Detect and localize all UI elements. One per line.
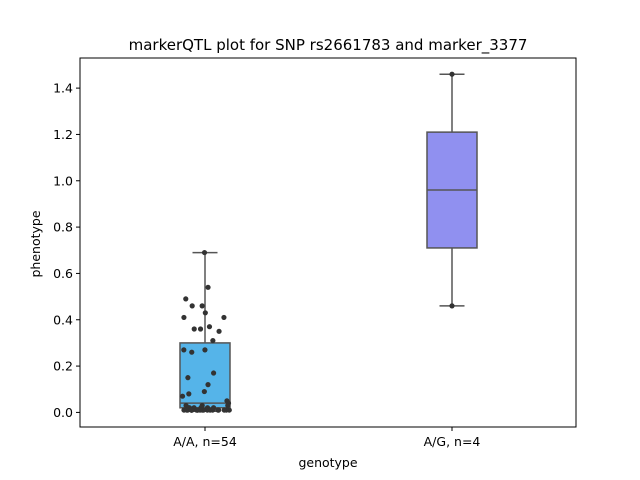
- data-point: [215, 407, 221, 413]
- data-point: [225, 402, 231, 409]
- y-axis-label: phenotype: [28, 210, 43, 277]
- data-point: [199, 303, 205, 309]
- data-point: [188, 407, 194, 413]
- data-point: [449, 303, 455, 309]
- x-tick-label: A/G, n=4: [424, 434, 481, 449]
- data-point: [189, 303, 195, 309]
- data-point: [202, 347, 208, 353]
- data-point: [210, 337, 216, 344]
- data-point: [202, 310, 208, 316]
- data-point: [201, 249, 208, 256]
- y-tick-label: 0.2: [53, 359, 73, 374]
- data-point: [181, 347, 187, 353]
- y-tick-label: 1.0: [53, 173, 73, 188]
- data-point: [205, 382, 211, 388]
- data-point: [216, 328, 222, 334]
- x-axis-label: genotype: [298, 455, 357, 470]
- chart-title: markerQTL plot for SNP rs2661783 and mar…: [129, 36, 528, 55]
- data-point: [197, 407, 203, 413]
- data-point: [206, 324, 213, 330]
- data-point: [449, 71, 455, 77]
- data-point: [189, 349, 195, 355]
- y-tick-label: 1.2: [53, 127, 73, 142]
- data-point: [186, 391, 192, 397]
- data-point: [185, 375, 191, 381]
- y-tick-label: 0.8: [53, 220, 73, 235]
- data-point: [210, 407, 216, 413]
- x-tick-label: A/A, n=54: [173, 434, 237, 449]
- chart-marks: 0.0 0.2 0.4 0.6 0.8 1.0 1.2 1.4 A/A, n=54 A/G, n=…: [53, 71, 481, 449]
- data-point: [184, 407, 190, 413]
- y-tick-label: 1.4: [53, 81, 73, 96]
- data-point: [197, 326, 204, 332]
- y-tick-label: 0.6: [53, 266, 73, 281]
- data-point: [191, 326, 197, 332]
- data-point: [210, 370, 217, 376]
- data-point: [183, 296, 189, 302]
- y-tick-label: 0.0: [53, 405, 73, 420]
- data-point: [179, 393, 186, 399]
- data-point: [221, 407, 227, 413]
- y-tick-label: 0.4: [53, 312, 73, 327]
- data-point: [201, 388, 207, 395]
- data-point: [181, 314, 187, 321]
- data-point: [221, 314, 227, 321]
- data-point: [205, 284, 211, 290]
- plot-frame: [79, 57, 577, 428]
